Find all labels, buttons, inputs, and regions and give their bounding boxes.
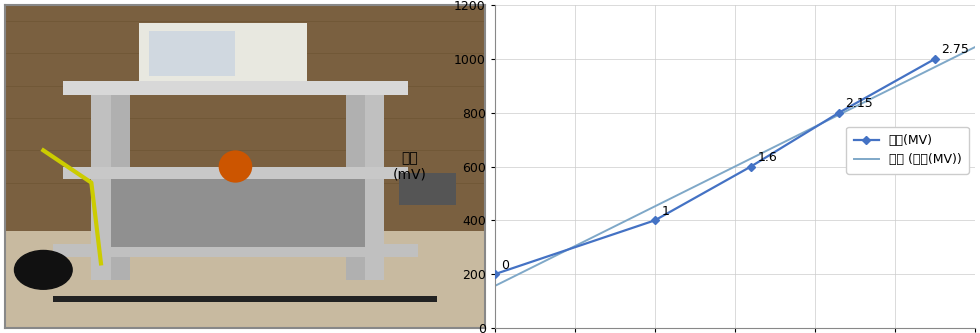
Bar — [399, 173, 457, 205]
Bar — [149, 31, 235, 76]
Text: 2.15: 2.15 — [846, 97, 873, 110]
Text: 0: 0 — [501, 259, 510, 272]
Bar — [63, 81, 409, 96]
Ellipse shape — [219, 151, 252, 182]
Line: 선형 (전압(MV)): 선형 (전압(MV)) — [495, 47, 975, 286]
선형 (전압(MV)) — [783, 138, 795, 142]
선형 (전압(MV)) — [924, 67, 936, 71]
선형 (전압(MV)) — [489, 284, 501, 288]
Circle shape — [15, 250, 73, 289]
Bar — [5, 231, 485, 328]
Bar — [53, 296, 437, 302]
선형 (전압(MV)) — [894, 83, 906, 87]
전압(MV) — [833, 111, 845, 115]
Bar — [63, 166, 409, 179]
Text: 1: 1 — [662, 205, 669, 218]
선형 (전압(MV)) — [491, 283, 503, 287]
전압(MV) — [929, 57, 941, 61]
Line: 전압(MV): 전압(MV) — [492, 56, 938, 277]
Bar — [366, 86, 384, 280]
선형 (전압(MV)) — [773, 143, 785, 147]
전압(MV) — [649, 218, 661, 222]
전압(MV) — [489, 272, 501, 276]
Text: 1.6: 1.6 — [758, 151, 777, 164]
Bar — [91, 86, 111, 280]
Y-axis label: 전압
(mV): 전압 (mV) — [393, 152, 426, 181]
선형 (전압(MV)) — [969, 45, 980, 49]
Bar — [53, 244, 417, 257]
선형 (전압(MV)) — [775, 142, 787, 146]
Text: 2.75: 2.75 — [942, 43, 969, 57]
전압(MV) — [745, 165, 757, 168]
Bar — [111, 179, 366, 247]
Bar — [111, 86, 129, 280]
Bar — [346, 86, 366, 280]
Legend: 전압(MV), 선형 (전압(MV)): 전압(MV), 선형 (전압(MV)) — [846, 127, 969, 174]
Bar — [139, 23, 308, 81]
Bar — [5, 5, 485, 231]
